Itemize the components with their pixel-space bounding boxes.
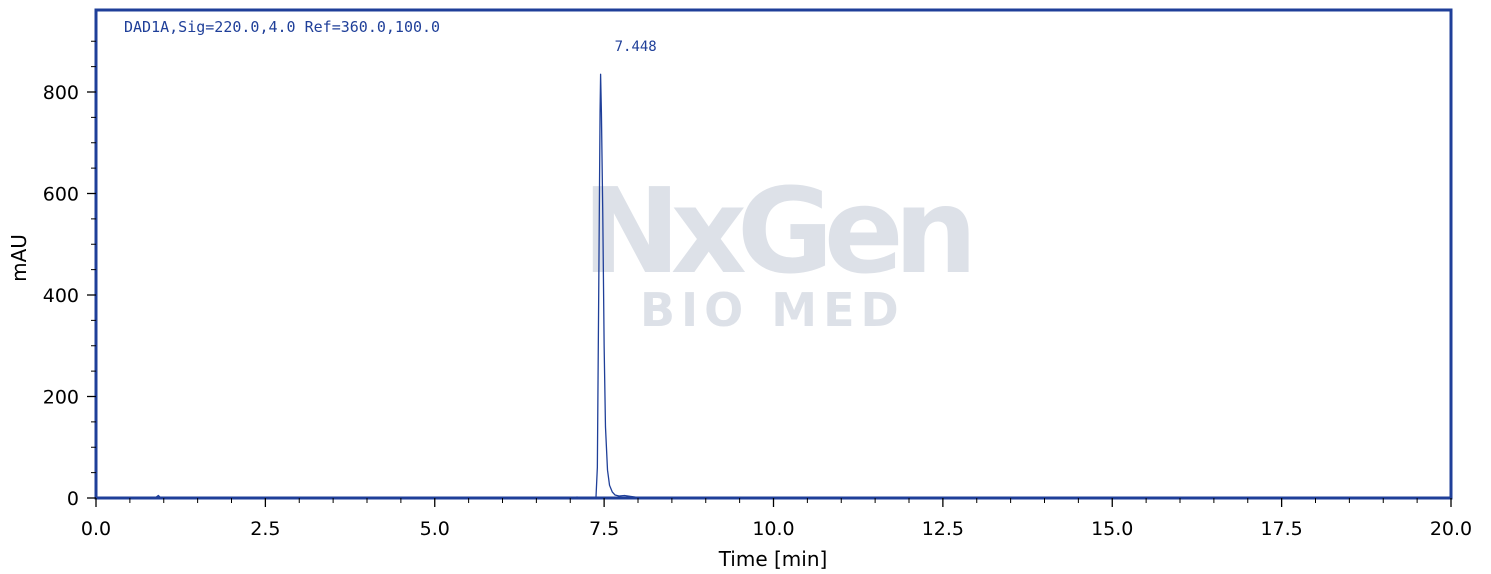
peak-label: 7.448 [615,39,657,55]
x-tick-label: 17.5 [1260,518,1302,540]
y-tick-label: 400 [43,285,79,307]
x-axis-label: Time [min] [718,547,828,571]
y-axis: 0 200 400 600 800 [43,40,96,510]
signal-label: DAD1A,Sig=220.0,4.0 Ref=360.0,100.0 [124,18,440,36]
watermark-logo-text: NxGen [582,162,969,300]
x-tick-label: 0.0 [81,518,111,540]
y-tick-label: 200 [43,387,79,409]
x-axis: 0.0 2.5 5.0 7.5 10.0 12.5 15.0 17.5 20.0 [81,498,1472,540]
x-tick-label: 2.5 [250,518,280,540]
x-tick-label: 5.0 [420,518,450,540]
peak-labels: 7.448 [615,39,657,55]
watermark-subtitle-text: BIO MED [640,283,905,337]
x-tick-label: 10.0 [752,518,794,540]
watermark: NxGen BIO MED [582,162,979,337]
y-tick-label: 600 [43,184,79,206]
x-tick-label: 15.0 [1091,518,1133,540]
x-tick-label: 12.5 [922,518,964,540]
x-tick-label: 20.0 [1430,518,1472,540]
y-tick-label: 800 [43,82,79,104]
x-tick-label: 7.5 [589,518,619,540]
y-axis-label: mAU [7,234,31,282]
y-tick-label: 0 [67,488,79,510]
